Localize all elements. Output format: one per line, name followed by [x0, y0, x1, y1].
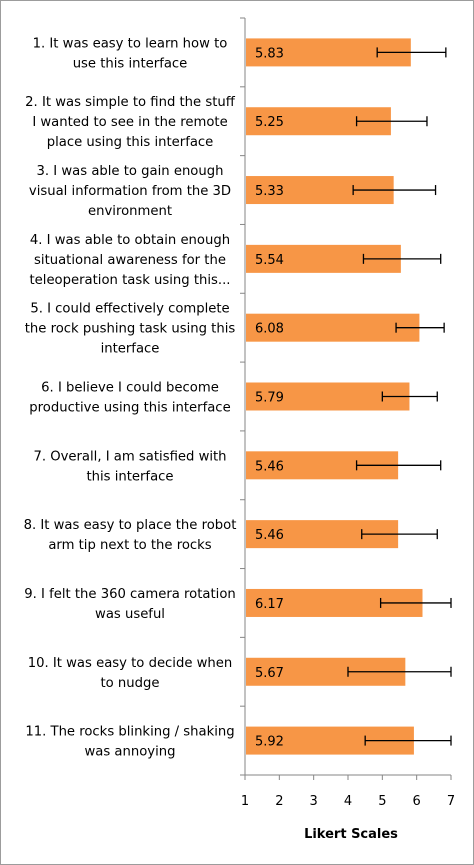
- data-label: 5.54: [255, 253, 284, 268]
- x-tick-label: 6: [413, 794, 421, 809]
- category-label: 1. It was easy to learn how to: [33, 36, 228, 51]
- category-label: 11. The rocks blinking / shaking: [25, 725, 234, 740]
- data-label: 5.79: [255, 391, 284, 406]
- category-label: 8. It was easy to place the robot: [24, 518, 237, 533]
- x-tick-label: 1: [241, 794, 249, 809]
- category-label: interface: [101, 342, 160, 357]
- data-label: 5.83: [255, 46, 284, 61]
- category-label: to nudge: [100, 676, 159, 691]
- category-label: situational awareness for the: [34, 253, 226, 268]
- category-label: use this interface: [73, 56, 188, 71]
- category-label: productive using this interface: [29, 401, 230, 416]
- x-tick-label: 2: [275, 794, 283, 809]
- data-label: 5.92: [255, 735, 284, 750]
- category-label: was useful: [95, 607, 165, 622]
- category-label: visual information from the 3D: [29, 184, 231, 199]
- data-label: 5.67: [255, 666, 284, 681]
- category-label: 6. I believe I could become: [41, 381, 219, 396]
- x-tick-label: 7: [447, 794, 455, 809]
- category-label: teleoperation task using this...: [30, 273, 231, 288]
- bar: [246, 313, 420, 342]
- category-label: 3. I was able to gain enough: [37, 164, 224, 179]
- data-label: 5.25: [255, 115, 284, 130]
- category-label: this interface: [86, 469, 173, 484]
- x-tick-label: 3: [310, 794, 318, 809]
- category-label: 4. I was able to obtain enough: [30, 233, 230, 248]
- x-axis-title: Likert Scales: [304, 827, 398, 842]
- category-label: 2. It was simple to find the stuff: [25, 95, 236, 110]
- data-label: 6.17: [255, 597, 284, 612]
- x-tick-label: 5: [378, 794, 386, 809]
- data-label: 5.46: [255, 459, 284, 474]
- category-label: environment: [88, 204, 172, 219]
- category-label: 5. I could effectively complete: [30, 302, 229, 317]
- category-label: 10. It was easy to decide when: [28, 656, 233, 671]
- category-label: arm tip next to the rocks: [48, 538, 211, 553]
- category-label: I wanted to see in the remote: [32, 115, 227, 130]
- data-label: 5.46: [255, 528, 284, 543]
- data-label: 6.08: [255, 322, 284, 337]
- category-label: 9. I felt the 360 camera rotation: [24, 587, 236, 602]
- x-tick-label: 4: [344, 794, 352, 809]
- category-label: the rock pushing task using this: [25, 322, 236, 337]
- category-label: place using this interface: [47, 135, 214, 150]
- category-label: 7. Overall, I am satisfied with: [33, 449, 226, 464]
- category-label: was annoying: [85, 745, 176, 760]
- data-label: 5.33: [255, 184, 284, 199]
